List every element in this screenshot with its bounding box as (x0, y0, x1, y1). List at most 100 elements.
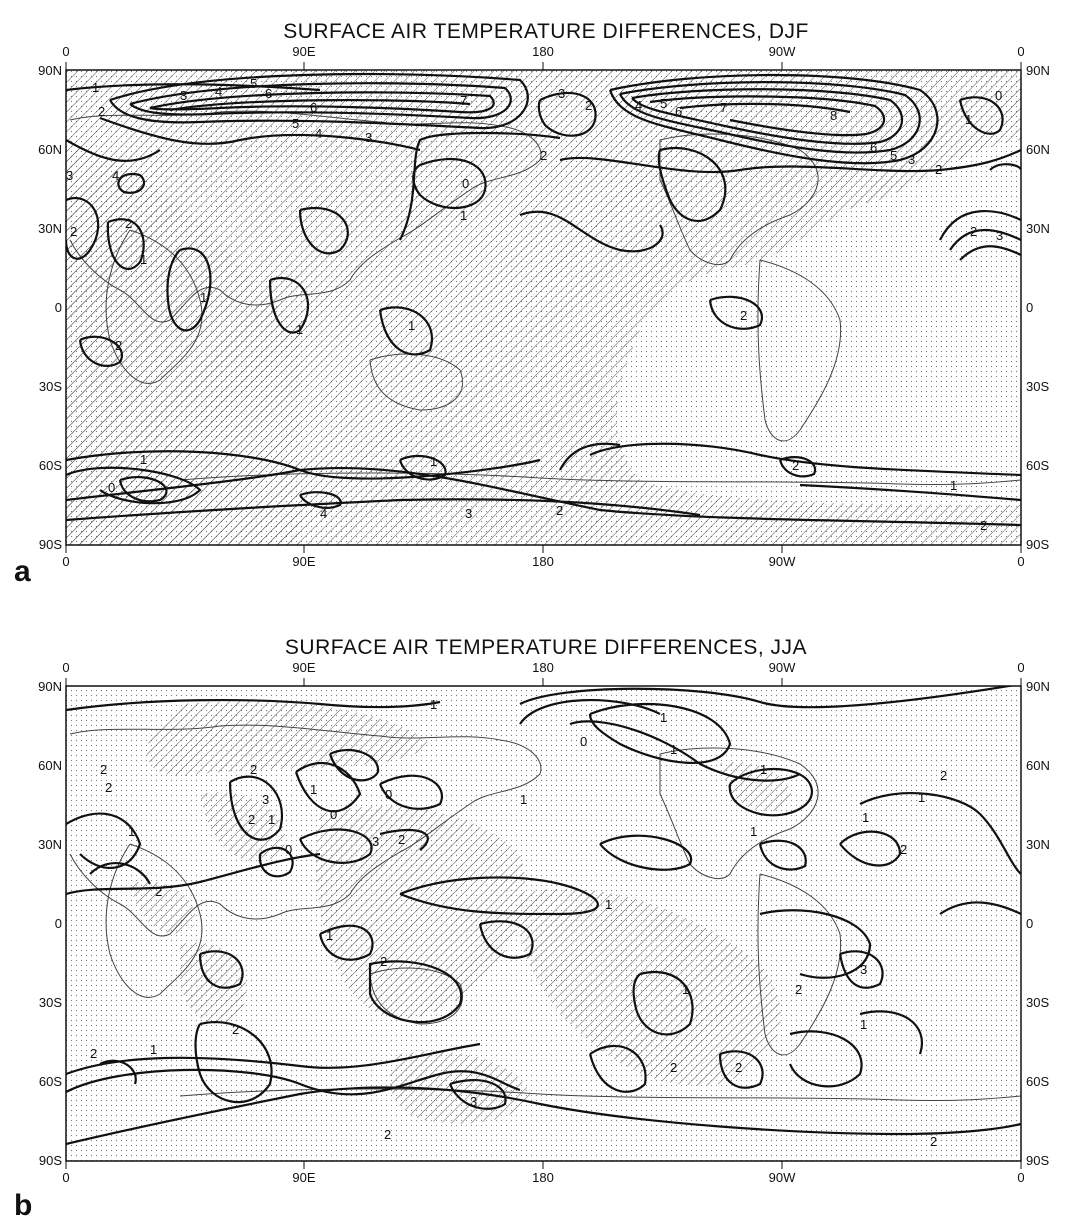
y-tick-label: 60S (1026, 1074, 1049, 1089)
contour-label: 3 (465, 506, 472, 521)
x-tick-label: 0 (1017, 44, 1024, 59)
y-tick-label: 60N (38, 142, 62, 157)
y-tick-label: 30S (39, 379, 62, 394)
x-tick-label: 0 (1017, 660, 1024, 675)
contour-label: 6 (265, 86, 272, 101)
contour-label: 8 (830, 108, 837, 123)
contour-label: 5 (250, 76, 257, 91)
map-b: 0 90E 180 90W 0 0 90E 180 90W 0 90N 60N … (38, 660, 1050, 1185)
contour-label: 4 (635, 98, 642, 113)
x-tick-label: 90W (769, 44, 796, 59)
x-tick-label: 0 (62, 44, 69, 59)
y-tick-label: 60N (38, 758, 62, 773)
hatched-region (66, 70, 1021, 545)
contour-label: 2 (940, 768, 947, 783)
contour-label: 1 (268, 812, 275, 827)
contour-label: 1 (950, 478, 957, 493)
contour-label: 4 (215, 84, 222, 99)
contour-lines (66, 686, 1021, 1146)
y-tick-label: 30S (1026, 379, 1049, 394)
x-tick-label: 90W (769, 1170, 796, 1185)
contour-label: 3 (908, 152, 915, 167)
panel-b: SURFACE AIR TEMPERATURE DIFFERENCES, JJA… (0, 614, 1092, 1228)
contour-label: 2 (585, 98, 592, 113)
contour-label: 1 (520, 792, 527, 807)
contour-lines (66, 72, 1021, 527)
contour-label: 1 (92, 80, 99, 95)
frame-ticks (65, 62, 1022, 553)
contour-label: 2 (735, 1060, 742, 1075)
contour-label: 0 (285, 842, 292, 857)
panel-title: SURFACE AIR TEMPERATURE DIFFERENCES, DJF (283, 20, 809, 43)
contour-label: 1 (296, 322, 303, 337)
contour-label: 2 (155, 884, 162, 899)
y-tick-label: 0 (1026, 916, 1033, 931)
contour-label: 2 (540, 148, 547, 163)
x-tick-label: 0 (62, 660, 69, 675)
contour-label: 1 (862, 810, 869, 825)
y-tick-label: 0 (55, 300, 62, 315)
panel-letter: a (14, 555, 31, 588)
contour-label: 1 (760, 762, 767, 777)
contour-label: 2 (792, 458, 799, 473)
contour-label: 2 (970, 224, 977, 239)
contour-label: 6 (675, 104, 682, 119)
contour-label: 2 (70, 224, 77, 239)
y-tick-label: 0 (1026, 300, 1033, 315)
x-tick-label: 90W (769, 554, 796, 569)
contour-label: 4 (112, 168, 119, 183)
contour-label: 1 (430, 697, 437, 712)
contour-label: 0 (462, 176, 469, 191)
contour-label: 5 (292, 116, 299, 131)
contour-label: 2 (232, 1022, 239, 1037)
y-tick-label: 30S (39, 995, 62, 1010)
contour-label: 1 (310, 782, 317, 797)
y-tick-label: 30N (1026, 221, 1050, 236)
contour-label: 1 (605, 897, 612, 912)
contour-label: 2 (670, 1060, 677, 1075)
contour-label: 3 (996, 228, 1003, 243)
y-tick-label: 90S (1026, 537, 1049, 552)
contour-label: 3 (66, 168, 73, 183)
x-tick-label: 90E (292, 1170, 315, 1185)
contour-label: 2 (900, 842, 907, 857)
y-tick-label: 90N (1026, 63, 1050, 78)
contour-label: 2 (980, 518, 987, 533)
contour-label: 2 (384, 1127, 391, 1142)
contour-label: 0 (330, 807, 337, 822)
contour-label: 2 (930, 1134, 937, 1149)
map-a: 0 90E 180 90W 0 0 90E 180 90W 0 90N 60N … (38, 44, 1050, 569)
frame-ticks (65, 678, 1022, 1169)
contour-label: 0 (108, 480, 115, 495)
contour-label: 1 (918, 790, 925, 805)
x-tick-label: 90E (292, 554, 315, 569)
contour-label: 2 (98, 104, 105, 119)
contour-label: 1 (750, 824, 757, 839)
contour-label: 1 (200, 290, 207, 305)
y-tick-label: 30N (1026, 837, 1050, 852)
contour-label: 1 (460, 208, 467, 223)
contour-label: 1 (670, 742, 677, 757)
y-tick-label: 60S (1026, 458, 1049, 473)
contour-label: 1 (128, 824, 135, 839)
contour-labels-a: 1 2 3 4 5 6 7 6 5 4 3 2 3 0 1 2 4 5 6 7 … (66, 76, 1003, 533)
contour-label: 7 (460, 93, 467, 108)
y-tick-label: 0 (55, 916, 62, 931)
contour-label: 2 (90, 1046, 97, 1061)
y-tick-label: 90N (1026, 679, 1050, 694)
contour-label: 1 (150, 1042, 157, 1057)
contour-label: 4 (315, 126, 322, 141)
contour-label: 2 (250, 762, 257, 777)
contour-label: 3 (180, 88, 187, 103)
x-tick-label: 180 (532, 1170, 554, 1185)
y-tick-label: 30N (38, 221, 62, 236)
panel-letter: b (14, 1189, 33, 1222)
y-tick-label: 60S (39, 458, 62, 473)
contour-label: 0 (580, 734, 587, 749)
x-tick-label: 90E (292, 44, 315, 59)
contour-label: 2 (100, 762, 107, 777)
contour-label: 1 (965, 112, 972, 127)
x-tick-label: 180 (532, 660, 554, 675)
contour-label: 5 (660, 96, 667, 111)
y-tick-label: 90S (39, 1153, 62, 1168)
